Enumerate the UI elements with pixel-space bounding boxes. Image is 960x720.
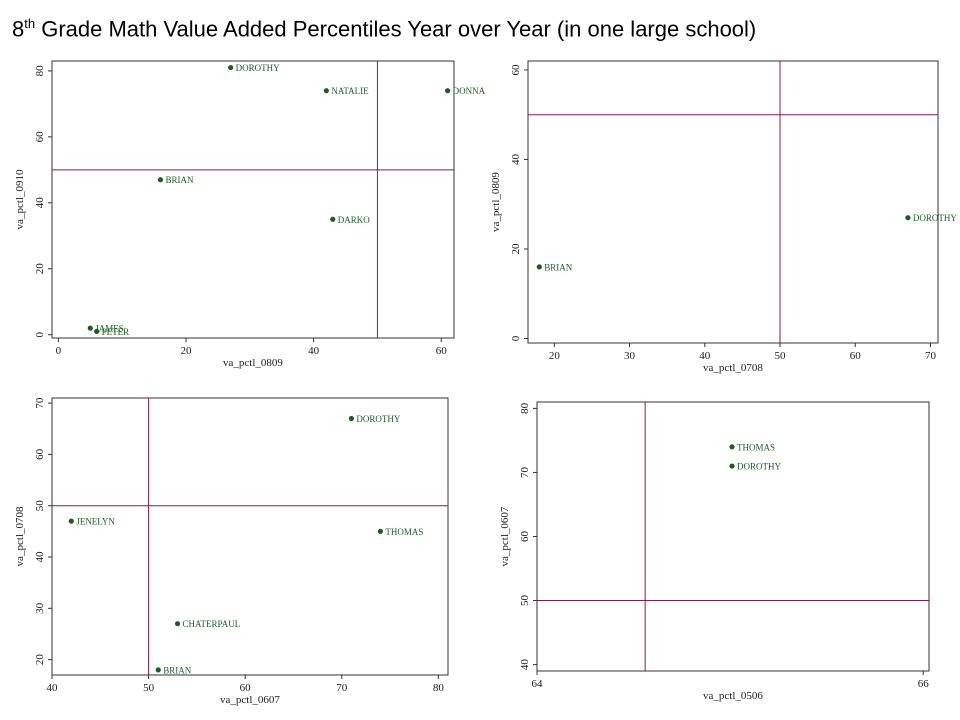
y-tick-label: 0: [34, 331, 46, 337]
y-tick-label: 40: [34, 551, 46, 563]
y-tick-label: 70: [34, 397, 46, 409]
y-tick-label: 30: [34, 602, 46, 614]
y-tick-label: 60: [34, 448, 46, 460]
slide-title: 8th Grade Math Value Added Percentiles Y…: [12, 16, 756, 42]
y-tick-label: 80: [34, 65, 46, 77]
data-point: [377, 528, 383, 534]
y-tick-label: 40: [34, 197, 46, 209]
x-tick-label: 60: [850, 350, 862, 362]
y-tick-label: 40: [519, 659, 531, 671]
point-label: JENELYN: [76, 517, 115, 527]
data-point: [228, 64, 234, 71]
data-point: [348, 415, 355, 422]
title-rest: Grade Math Value Added Percentiles Year …: [35, 16, 757, 42]
y-tick-label: 70: [519, 466, 531, 478]
data-point: [330, 216, 336, 222]
y-tick-label: 60: [510, 64, 522, 76]
x-tick-label: 30: [624, 350, 636, 362]
plot-frame: [527, 60, 939, 344]
x-tick-label: 40: [699, 350, 711, 362]
data-point: [905, 215, 911, 221]
data-point: [445, 88, 451, 94]
y-tick-label: 80: [519, 402, 531, 414]
point-label: BRIAN: [165, 175, 194, 185]
y-tick-label: 40: [510, 153, 522, 165]
plot-frame: [536, 401, 930, 672]
data-point: [94, 328, 100, 335]
y-tick-label: 20: [510, 243, 522, 255]
data-point: [157, 177, 164, 183]
x-tick-label: 64: [532, 678, 544, 690]
point-label: DARKO: [338, 215, 371, 225]
y-tick-label: 0: [510, 335, 522, 341]
point-label: JAMES: [95, 324, 124, 334]
y-axis-title: va_pctl_0809: [490, 172, 502, 232]
x-tick-label: 20: [549, 350, 561, 362]
point-label: THOMAS: [385, 527, 423, 537]
plot-frame: [51, 397, 449, 676]
data-point: [87, 325, 93, 331]
data-point: [729, 444, 735, 450]
data-point: [323, 88, 329, 94]
x-axis-title: va_pctl_0506: [703, 690, 763, 702]
y-tick-label: 60: [34, 131, 46, 143]
x-tick-label: 20: [181, 345, 193, 357]
title-prefix: 8: [12, 16, 25, 42]
y-tick-label: 50: [519, 595, 531, 607]
x-tick-label: 40: [47, 682, 59, 694]
point-label: DOROTHY: [913, 213, 957, 223]
plot-frame: [51, 60, 455, 339]
x-tick-label: 50: [143, 682, 155, 694]
title-superscript: th: [24, 16, 36, 31]
x-tick-label: 50: [775, 350, 787, 362]
x-axis-title: va_pctl_0809: [223, 357, 283, 369]
y-axis-title: va_pctl_0708: [14, 506, 26, 566]
data-point: [155, 667, 161, 673]
x-tick-label: 70: [925, 350, 937, 362]
y-axis-title: va_pctl_0910: [14, 169, 26, 229]
point-label: PETER: [102, 327, 130, 337]
point-label: DONNA: [453, 86, 486, 96]
point-label: BRIAN: [544, 262, 573, 272]
x-tick-label: 60: [240, 682, 252, 694]
x-tick-label: 66: [918, 678, 930, 690]
data-point: [536, 264, 542, 270]
point-label: DOROTHY: [356, 414, 400, 424]
x-tick-label: 0: [56, 345, 62, 357]
y-tick-label: 20: [34, 654, 46, 666]
y-tick-label: 60: [519, 531, 531, 543]
x-axis-title: va_pctl_0607: [220, 694, 280, 706]
point-label: CHATERPAUL: [183, 619, 241, 629]
x-tick-label: 70: [336, 682, 348, 694]
x-tick-label: 80: [433, 682, 445, 694]
data-point: [68, 518, 74, 524]
y-axis-title: va_pctl_0607: [499, 506, 511, 566]
point-label: BRIAN: [163, 665, 192, 675]
point-label: NATALIE: [331, 86, 369, 96]
x-tick-label: 40: [308, 345, 320, 357]
point-label: DOROTHY: [236, 63, 280, 73]
point-label: THOMAS: [737, 442, 775, 452]
y-tick-label: 50: [34, 500, 46, 512]
x-axis-title: va_pctl_0708: [703, 362, 763, 374]
y-tick-label: 20: [34, 263, 46, 275]
point-label: DOROTHY: [737, 462, 781, 472]
data-point: [174, 621, 181, 627]
x-tick-label: 60: [436, 345, 448, 357]
data-point: [729, 463, 735, 469]
